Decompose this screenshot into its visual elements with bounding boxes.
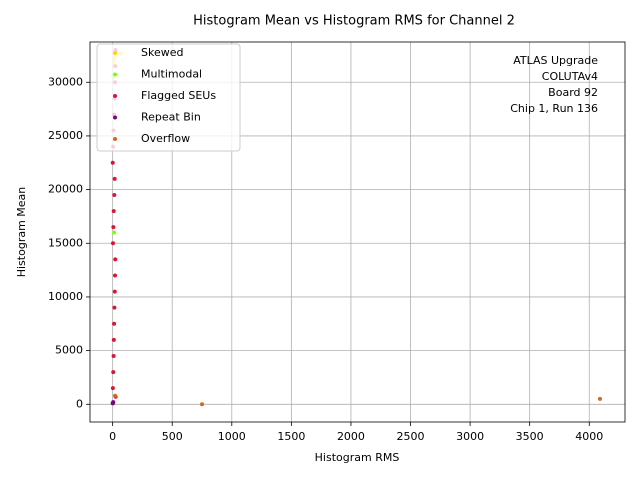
legend-marker [113,51,117,55]
x-tick-label: 1000 [218,430,246,443]
point [110,241,115,246]
y-tick-label: 5000 [55,344,83,357]
y-tick-label: 20000 [48,183,83,196]
point [200,402,205,407]
legend-marker [113,94,117,98]
y-tick-label: 30000 [48,75,83,88]
legend-marker [113,137,117,141]
point [113,273,118,278]
x-tick-label: 4000 [575,430,603,443]
x-tick-label: 2500 [397,430,425,443]
legend-label: Multimodal [141,68,202,81]
point [111,400,116,405]
point [112,289,117,294]
point [111,337,116,342]
x-tick-label: 0 [109,430,116,443]
legend-box [96,43,241,152]
x-tick-label: 1500 [277,430,305,443]
y-tick-label: 15000 [48,236,83,249]
x-tick-label: 3500 [516,430,544,443]
y-tick-label: 25000 [48,129,83,142]
y-tick-label: 0 [76,397,83,410]
legend-label: Flagged SEUs [141,89,216,102]
point [113,393,118,398]
point [111,225,116,230]
annotation: Chip 1, Run 136 [510,102,598,115]
point [111,370,116,375]
x-tick-label: 3000 [456,430,484,443]
chart-title: Histogram Mean vs Histogram RMS for Chan… [193,14,515,29]
point [597,396,602,401]
x-axis-label: Histogram RMS [315,451,400,464]
point [112,305,117,310]
legend-label: Skewed [141,46,183,59]
legend-label: Overflow [141,132,190,145]
point [110,386,115,391]
point [113,257,118,262]
point [112,176,117,181]
x-tick-label: 500 [162,430,183,443]
point [112,321,117,326]
plot-frame [89,41,626,423]
legend-label: Repeat Bin [141,111,201,124]
y-tick-label: 10000 [48,290,83,303]
legend-marker [113,115,117,120]
x-tick-label: 2000 [337,430,365,443]
annotation: COLUTAv4 [542,70,598,83]
legend-marker [113,72,117,77]
point [111,209,116,214]
annotation: Board 92 [548,86,598,99]
point [112,230,117,235]
point [110,160,115,165]
legend: Skewed Multimodal Flagged SEUs Repeat Bin Ov… [96,43,241,152]
y-axis-label: Histogram Mean [15,187,28,278]
annotation: ATLAS Upgrade [513,54,598,67]
point [111,353,116,358]
point [112,192,117,197]
